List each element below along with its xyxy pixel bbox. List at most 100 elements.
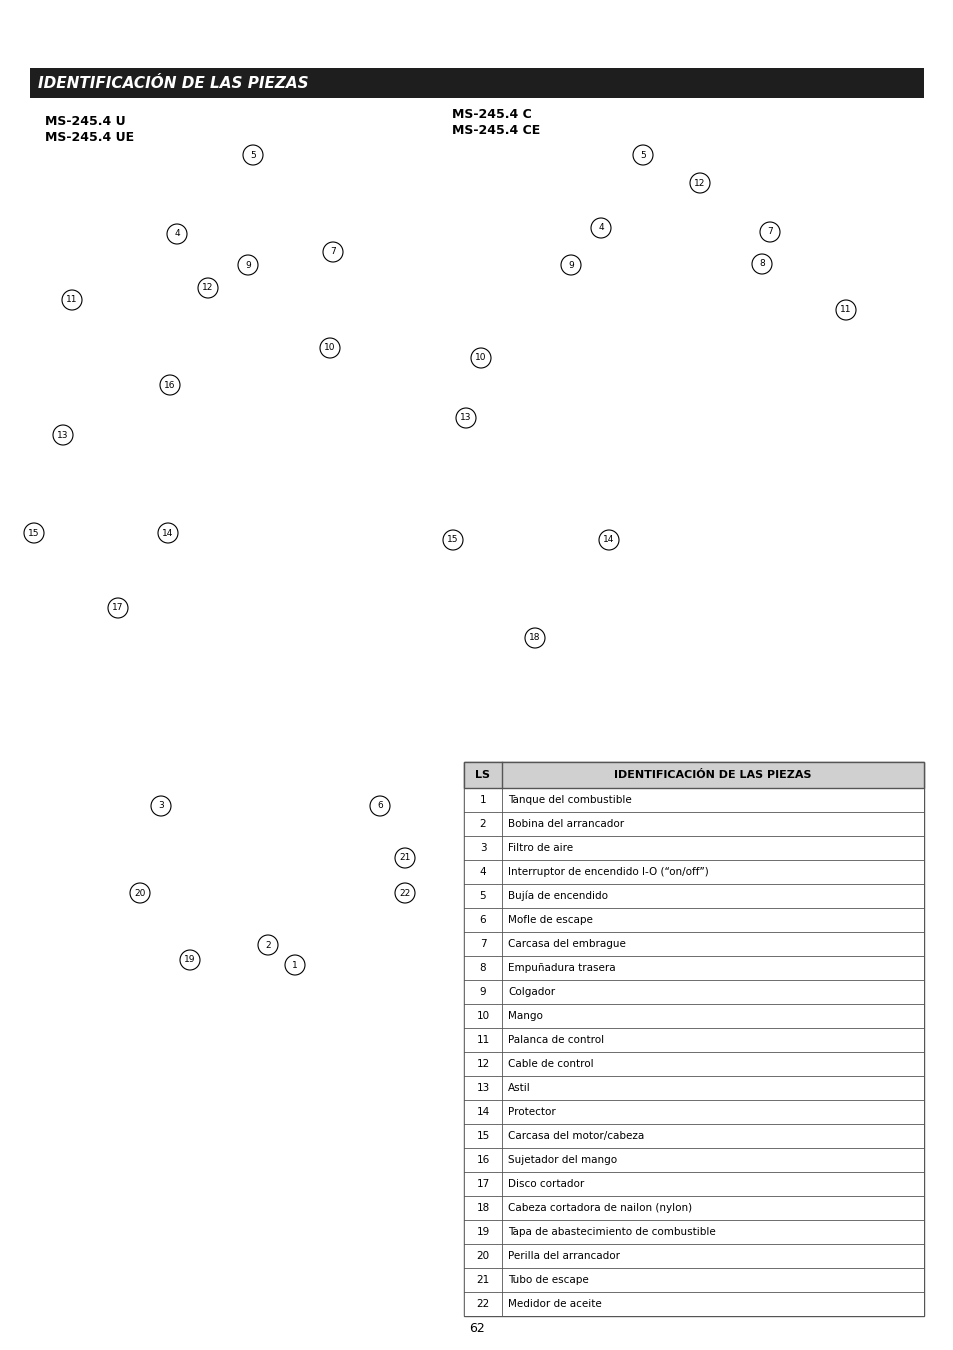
Text: 5: 5 <box>479 891 486 900</box>
Text: 1: 1 <box>292 960 297 969</box>
Bar <box>463 1052 923 1076</box>
Text: Mango: Mango <box>507 1011 542 1021</box>
Circle shape <box>835 300 855 320</box>
Text: 14: 14 <box>476 1107 489 1116</box>
Circle shape <box>160 375 180 396</box>
Text: Medidor de aceite: Medidor de aceite <box>507 1299 601 1310</box>
Bar <box>30 68 923 99</box>
Text: 20: 20 <box>476 1251 489 1261</box>
Text: 19: 19 <box>476 1227 489 1237</box>
Text: 14: 14 <box>602 536 614 544</box>
Text: Carcasa del motor/cabeza: Carcasa del motor/cabeza <box>507 1131 643 1141</box>
Bar <box>463 909 923 931</box>
Text: Palanca de control: Palanca de control <box>507 1035 603 1045</box>
Text: 12: 12 <box>202 284 213 293</box>
Circle shape <box>760 221 780 242</box>
Text: 8: 8 <box>759 259 764 269</box>
Circle shape <box>751 254 771 274</box>
Circle shape <box>62 290 82 310</box>
Text: 7: 7 <box>766 228 772 236</box>
Bar <box>463 761 923 788</box>
Circle shape <box>257 936 277 954</box>
Circle shape <box>53 425 73 446</box>
Text: Disco cortador: Disco cortador <box>507 1179 583 1189</box>
Bar <box>463 956 923 980</box>
Text: 15: 15 <box>447 536 458 544</box>
Text: 11: 11 <box>476 1035 489 1045</box>
Bar <box>463 931 923 956</box>
Text: Cabeza cortadora de nailon (nylon): Cabeza cortadora de nailon (nylon) <box>507 1203 691 1214</box>
Circle shape <box>471 348 491 369</box>
Text: LS: LS <box>475 769 490 780</box>
Text: 3: 3 <box>479 842 486 853</box>
Text: 20: 20 <box>134 888 146 898</box>
Circle shape <box>456 408 476 428</box>
Text: 7: 7 <box>330 247 335 256</box>
Text: Sujetador del mango: Sujetador del mango <box>507 1156 617 1165</box>
Circle shape <box>243 144 263 165</box>
Circle shape <box>130 883 150 903</box>
Bar <box>463 1292 923 1316</box>
Text: MS-245.4 C: MS-245.4 C <box>452 108 531 122</box>
Text: 5: 5 <box>639 150 645 159</box>
Circle shape <box>285 954 305 975</box>
Bar <box>463 836 923 860</box>
Text: 17: 17 <box>112 603 124 613</box>
Circle shape <box>590 217 610 238</box>
Text: Bujía de encendido: Bujía de encendido <box>507 891 607 902</box>
Bar <box>463 980 923 1004</box>
Text: Interruptor de encendido I-O (“on/off”): Interruptor de encendido I-O (“on/off”) <box>507 867 708 878</box>
Circle shape <box>370 796 390 815</box>
Text: 11: 11 <box>840 305 851 315</box>
Circle shape <box>108 598 128 618</box>
Bar <box>463 1027 923 1052</box>
Text: Tapa de abastecimiento de combustible: Tapa de abastecimiento de combustible <box>507 1227 715 1237</box>
Text: 13: 13 <box>459 413 471 423</box>
Text: 10: 10 <box>475 354 486 363</box>
Text: 12: 12 <box>476 1058 489 1069</box>
Circle shape <box>560 255 580 275</box>
Text: 7: 7 <box>479 940 486 949</box>
Text: 15: 15 <box>476 1131 489 1141</box>
Text: Cable de control: Cable de control <box>507 1058 593 1069</box>
Text: 18: 18 <box>529 633 540 643</box>
Bar <box>463 884 923 909</box>
Text: 21: 21 <box>399 853 410 863</box>
Text: 9: 9 <box>245 261 251 270</box>
Text: MS-245.4 U: MS-245.4 U <box>45 115 126 128</box>
Text: 13: 13 <box>57 431 69 440</box>
Text: Mofle de escape: Mofle de escape <box>507 915 592 925</box>
Text: 17: 17 <box>476 1179 489 1189</box>
Bar <box>463 788 923 811</box>
Text: MS-245.4 UE: MS-245.4 UE <box>45 131 134 144</box>
Text: 9: 9 <box>479 987 486 998</box>
Text: MS-245.4 CE: MS-245.4 CE <box>452 124 539 136</box>
Bar <box>463 1172 923 1196</box>
Text: 5: 5 <box>250 150 255 159</box>
Text: 16: 16 <box>164 381 175 390</box>
Text: 9: 9 <box>568 261 574 270</box>
Bar <box>463 1125 923 1148</box>
Circle shape <box>237 255 257 275</box>
Text: Perilla del arrancador: Perilla del arrancador <box>507 1251 619 1261</box>
Circle shape <box>524 628 544 648</box>
Text: IDENTIFICACIÓN DE LAS PIEZAS: IDENTIFICACIÓN DE LAS PIEZAS <box>614 769 811 780</box>
Circle shape <box>198 278 218 298</box>
Text: Carcasa del embrague: Carcasa del embrague <box>507 940 625 949</box>
Text: 62: 62 <box>469 1322 484 1335</box>
Text: 4: 4 <box>598 224 603 232</box>
Text: 2: 2 <box>479 819 486 829</box>
Text: 16: 16 <box>476 1156 489 1165</box>
Circle shape <box>689 173 709 193</box>
Bar <box>463 1076 923 1100</box>
Text: 6: 6 <box>479 915 486 925</box>
Text: 4: 4 <box>174 230 179 239</box>
Bar <box>463 1148 923 1172</box>
Text: 13: 13 <box>476 1083 489 1094</box>
Text: 2: 2 <box>265 941 271 949</box>
Circle shape <box>151 796 171 815</box>
Text: 8: 8 <box>479 963 486 973</box>
Text: 1: 1 <box>479 795 486 805</box>
Text: 14: 14 <box>162 528 173 537</box>
Text: 4: 4 <box>479 867 486 878</box>
